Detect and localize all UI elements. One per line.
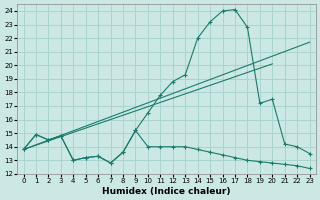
X-axis label: Humidex (Indice chaleur): Humidex (Indice chaleur) <box>102 187 231 196</box>
